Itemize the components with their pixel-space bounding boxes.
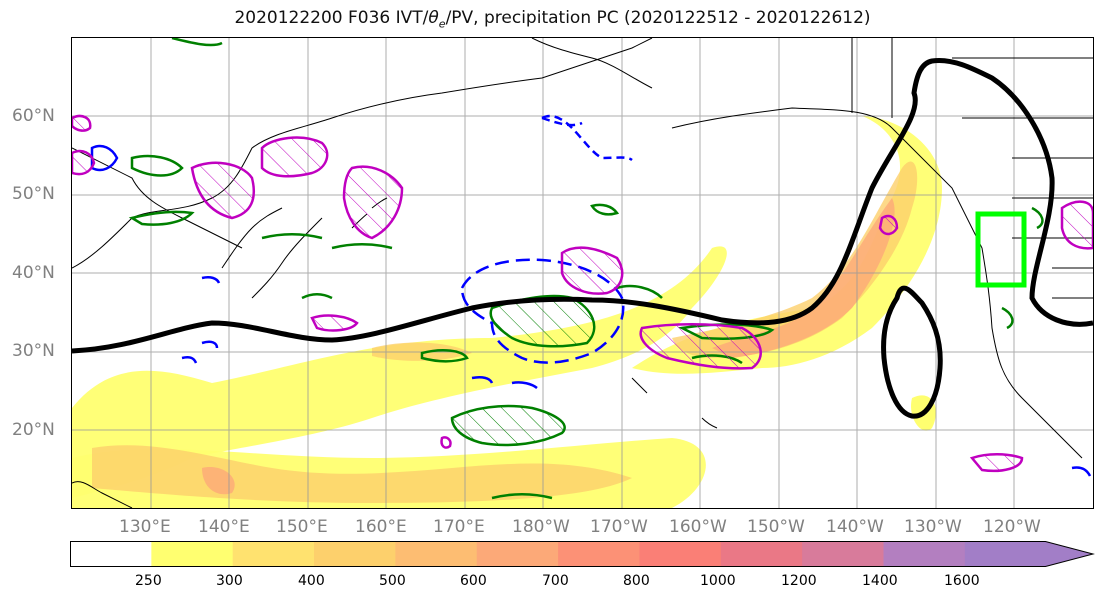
region-highlight-box [975, 211, 1027, 288]
pv-positive-contours [128, 38, 1044, 500]
lon-label-130w: 130°W [904, 517, 962, 537]
lat-label-20n: 20°N [12, 420, 55, 440]
lon-label-140w: 140°W [826, 517, 884, 537]
colorbar-tick-1600: 1600 [944, 573, 980, 589]
lon-label-140e: 140°E [198, 517, 250, 537]
colorbar-tick-600: 600 [460, 573, 487, 589]
ivt-contours [72, 57, 1093, 419]
colorbar-tick-700: 700 [542, 573, 569, 589]
colorbar-tick-250: 250 [135, 573, 162, 589]
colorbar-cell [476, 541, 559, 567]
colorbar-cell [964, 541, 1093, 567]
colorbar-cell [232, 541, 315, 567]
colorbar-tick-400: 400 [298, 573, 325, 589]
lon-label-120w: 120°W [983, 517, 1041, 537]
theta-e-contours [72, 114, 1093, 473]
lon-label-170w: 170°W [590, 517, 648, 537]
colorbar-cell [70, 541, 152, 567]
colorbar-cell [151, 541, 234, 567]
lon-label-150e: 150°E [276, 517, 328, 537]
colorbar [70, 541, 1095, 567]
lon-label-160w: 160°W [669, 517, 727, 537]
colorbar-tick-1000: 1000 [700, 573, 736, 589]
lon-label-150w: 150°W [747, 517, 805, 537]
colorbar-tick-500: 500 [379, 573, 406, 589]
map-panel [71, 37, 1094, 509]
colorbar-cell [558, 541, 640, 567]
colorbar-tick-300: 300 [216, 573, 243, 589]
colorbar-cell [720, 541, 803, 567]
lat-label-40n: 40°N [12, 263, 55, 283]
lon-label-130e: 130°E [119, 517, 171, 537]
lon-label-180w: 180°W [512, 517, 570, 537]
lat-label-50n: 50°N [12, 184, 55, 204]
colorbar-tick-1200: 1200 [781, 573, 817, 589]
colorbar-tick-800: 800 [623, 573, 650, 589]
colorbar-cell [883, 541, 966, 567]
lat-label-60n: 60°N [12, 106, 55, 126]
map-title: 2020122200 F036 IVT/θe/PV, precipitation… [234, 8, 871, 31]
colorbar-tick-1400: 1400 [862, 573, 898, 589]
colorbar-cell [314, 541, 396, 567]
lat-label-30n: 30°N [12, 341, 55, 361]
colorbar-cell [802, 541, 884, 567]
colorbar-cell [395, 541, 478, 567]
precip-shading [72, 116, 942, 508]
lon-label-160e: 160°E [355, 517, 407, 537]
pv-negative-contours [90, 114, 1092, 477]
colorbar-cell [639, 541, 722, 567]
lon-label-170e: 170°E [433, 517, 485, 537]
